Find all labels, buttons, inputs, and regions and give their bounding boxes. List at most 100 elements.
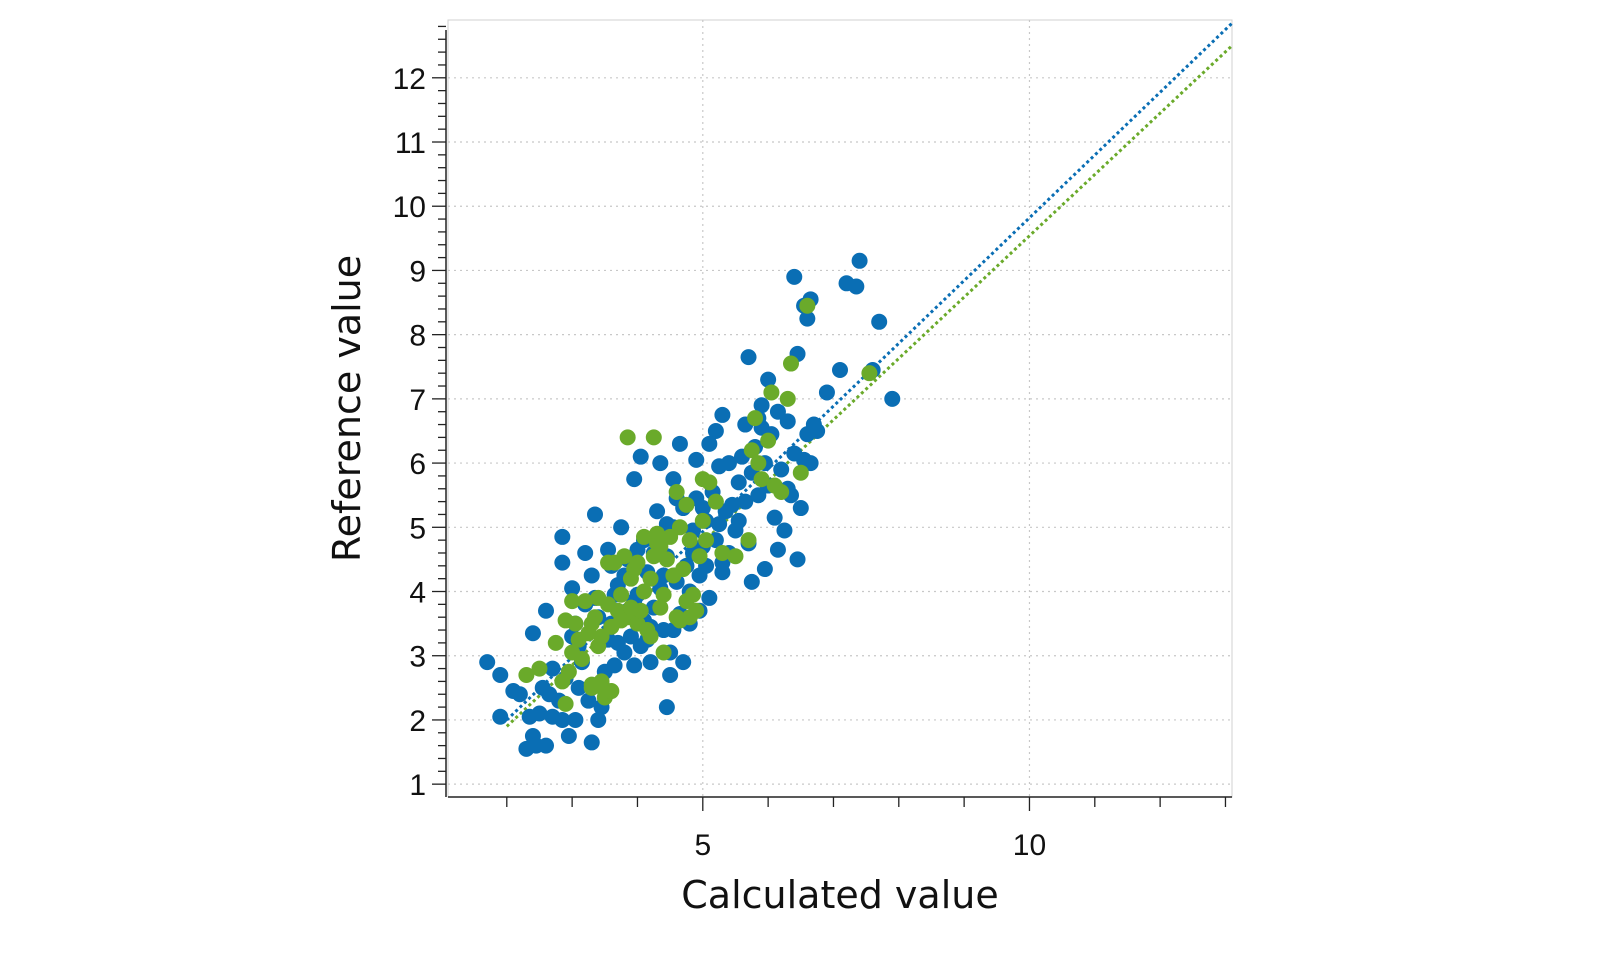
data-point-green (652, 599, 669, 616)
data-point-blue (626, 657, 643, 674)
data-point-blue (649, 503, 666, 520)
data-point-green (613, 612, 630, 629)
data-point-blue (554, 711, 571, 728)
y-tick-label: 2 (409, 705, 426, 738)
data-point-green (753, 471, 770, 488)
data-point-blue (662, 666, 679, 683)
data-point-green (675, 561, 692, 578)
data-point-green (616, 548, 633, 565)
y-tick-label: 8 (409, 320, 426, 353)
data-point-green (727, 548, 744, 565)
data-point-green (685, 586, 701, 603)
data-point-blue (766, 509, 783, 526)
data-point-blue (818, 384, 835, 401)
data-point-green (583, 615, 600, 632)
data-point-green (861, 365, 878, 382)
data-point-blue (554, 528, 571, 545)
data-point-blue (570, 679, 587, 696)
data-point-blue (711, 516, 728, 533)
data-point-blue (554, 554, 571, 571)
data-point-blue (671, 435, 688, 452)
data-point-green (783, 355, 799, 372)
data-point-blue (675, 654, 692, 671)
data-point-blue (492, 708, 509, 725)
x-tick-label: 5 (694, 829, 711, 862)
data-point-blue (658, 699, 675, 716)
y-tick-label: 6 (409, 448, 426, 481)
data-point-blue (756, 561, 773, 578)
data-point-blue (730, 512, 747, 529)
data-point-blue (564, 580, 581, 597)
data-point-blue (753, 397, 770, 414)
data-point-green (577, 593, 594, 610)
data-point-blue (832, 361, 848, 378)
data-point-green (740, 532, 757, 549)
y-tick-label: 12 (393, 63, 426, 96)
data-point-green (681, 609, 698, 626)
data-point-green (763, 384, 780, 401)
data-point-green (662, 528, 679, 545)
data-point-blue (694, 500, 711, 517)
data-point-blue (802, 455, 819, 472)
data-point-green (622, 599, 639, 616)
data-point-green (531, 660, 548, 677)
data-point-green (518, 666, 535, 683)
data-point-blue (580, 692, 597, 709)
data-point-blue (799, 310, 816, 327)
data-point-green (593, 628, 610, 645)
data-point-blue (884, 390, 901, 407)
data-point-blue (740, 349, 757, 366)
data-point-blue (544, 660, 561, 677)
data-point-green (691, 548, 708, 565)
data-point-blue (600, 541, 617, 558)
data-point-blue (769, 403, 786, 420)
data-point-blue (511, 686, 528, 703)
data-point-blue (479, 654, 496, 671)
data-point-blue (492, 666, 509, 683)
data-point-blue (613, 519, 630, 536)
data-point-blue (792, 500, 809, 517)
data-point-green (557, 612, 574, 629)
data-point-blue (701, 589, 718, 606)
data-point-green (792, 464, 809, 481)
data-point-green (773, 483, 790, 500)
data-point-green (655, 586, 672, 603)
data-point-blue (567, 711, 584, 728)
data-point-green (590, 589, 607, 606)
data-point-blue (632, 448, 649, 465)
fit-lines (505, 22, 1234, 728)
data-point-green (668, 483, 685, 500)
data-points (479, 252, 901, 757)
data-point-green (619, 429, 636, 446)
data-point-green (714, 544, 731, 561)
data-point-blue (701, 435, 718, 452)
data-point-blue (789, 551, 806, 568)
data-point-green (760, 432, 777, 449)
y-tick-label: 3 (409, 641, 426, 674)
data-point-green (799, 297, 816, 314)
y-tick-label: 4 (409, 577, 426, 610)
data-point-green (668, 609, 685, 626)
y-tick-label: 10 (393, 191, 426, 224)
data-point-green (743, 442, 760, 459)
data-point-blue (606, 657, 623, 674)
data-point-blue (587, 506, 603, 523)
data-point-blue (730, 474, 747, 491)
data-point-green (629, 554, 646, 571)
data-point-green (649, 525, 666, 542)
fit-line (505, 44, 1234, 728)
data-point-blue (871, 313, 888, 330)
data-point-blue (642, 654, 659, 671)
data-point-blue (626, 471, 643, 488)
data-point-green (603, 683, 620, 700)
data-point-green (636, 583, 652, 600)
data-point-green (560, 663, 577, 680)
data-point-blue (769, 541, 786, 558)
data-point-blue (652, 455, 669, 472)
data-point-blue (531, 705, 548, 722)
data-point-blue (760, 371, 777, 388)
data-point-green (747, 410, 764, 427)
y-tick-label: 5 (409, 512, 426, 545)
